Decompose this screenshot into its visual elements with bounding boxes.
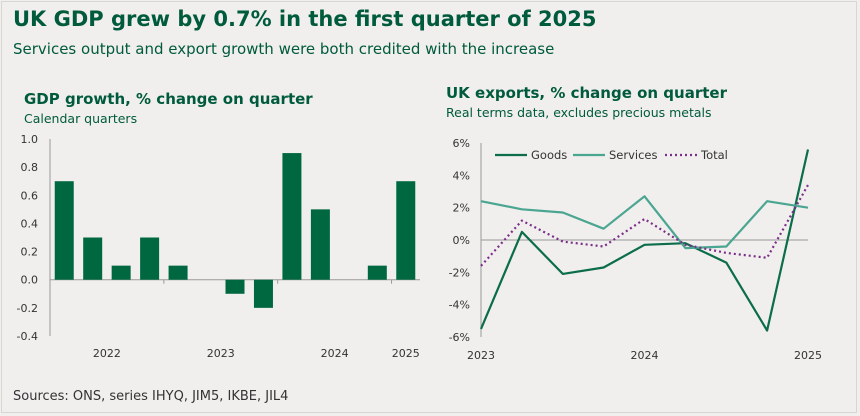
exports-chart-subtitle: Real terms data, excludes precious metal… bbox=[446, 105, 712, 120]
gdp-bar bbox=[282, 153, 302, 280]
gdp-bar bbox=[310, 209, 330, 280]
gdp-chart-subtitle: Calendar quarters bbox=[24, 111, 138, 126]
exports-y-tick-label: -4% bbox=[449, 299, 470, 312]
gdp-y-tick-label: 0.2 bbox=[21, 246, 39, 259]
gdp-y-tick-label: 0.4 bbox=[21, 217, 39, 230]
legend-label-services: Services bbox=[609, 148, 658, 162]
exports-y-tick-label: -6% bbox=[449, 331, 470, 344]
exports-x-tick-label: 2025 bbox=[794, 349, 822, 362]
source-note: Sources: ONS, series IHYQ, JIM5, IKBE, J… bbox=[13, 389, 289, 404]
exports-series-services bbox=[480, 195, 809, 250]
gdp-y-tick-label: 0.6 bbox=[21, 189, 39, 202]
gdp-x-tick-label: 2022 bbox=[93, 347, 121, 360]
exports-y-tick-label: -2% bbox=[449, 266, 470, 279]
gdp-y-tick-label: 1.0 bbox=[21, 133, 39, 146]
gdp-bar bbox=[253, 279, 273, 308]
gdp-y-tick-label: -0.4 bbox=[17, 330, 38, 343]
exports-y-tick-label: 2% bbox=[453, 202, 470, 215]
exports-x-tick-label: 2023 bbox=[467, 349, 495, 362]
legend-label-goods: Goods bbox=[531, 148, 567, 162]
gdp-bar bbox=[54, 181, 74, 280]
exports-x-tick-label: 2024 bbox=[631, 349, 659, 362]
exports-y-tick-label: 0% bbox=[453, 234, 470, 247]
exports-y-tick-label: 6% bbox=[453, 137, 470, 150]
exports-series-total bbox=[480, 184, 809, 267]
gdp-bar bbox=[168, 265, 188, 280]
gdp-y-tick-label: 0.0 bbox=[21, 274, 39, 287]
gdp-bar bbox=[140, 237, 160, 280]
gdp-bar bbox=[396, 181, 416, 280]
gdp-bar bbox=[111, 265, 131, 280]
gdp-x-tick-label: 2023 bbox=[207, 347, 235, 360]
gdp-bar bbox=[367, 265, 387, 280]
exports-chart-title: UK exports, % change on quarter bbox=[446, 84, 727, 102]
gdp-y-tick-label: 0.8 bbox=[21, 161, 39, 174]
gdp-bar bbox=[83, 237, 103, 280]
exports-y-tick-label: 4% bbox=[453, 169, 470, 182]
main-subtitle: Services output and export growth were b… bbox=[13, 40, 555, 58]
main-title: UK GDP grew by 0.7% in the first quarter… bbox=[13, 7, 597, 31]
gdp-x-tick-label: 2024 bbox=[321, 347, 349, 360]
legend-label-total: Total bbox=[700, 148, 728, 162]
gdp-bar bbox=[225, 279, 245, 294]
gdp-y-tick-label: -0.2 bbox=[17, 302, 38, 315]
gdp-x-tick-label: 2025 bbox=[392, 347, 420, 360]
gdp-chart-title: GDP growth, % change on quarter bbox=[24, 90, 313, 108]
exports-series-goods bbox=[479, 149, 810, 332]
